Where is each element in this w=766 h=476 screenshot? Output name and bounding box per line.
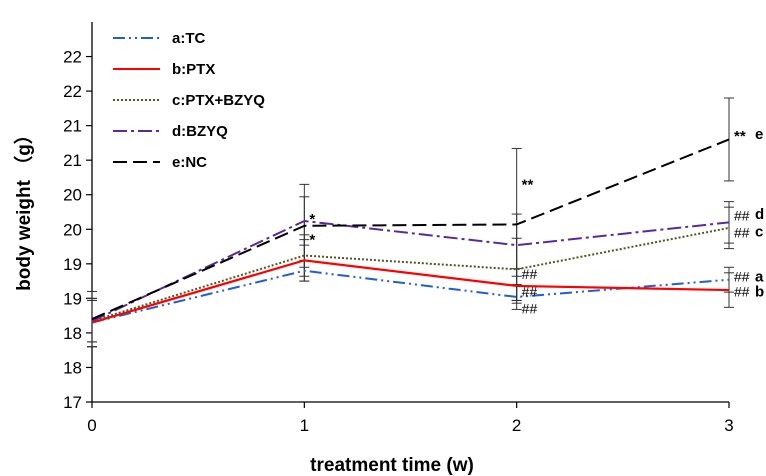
x-tick-label: 2	[512, 416, 521, 435]
y-ticks: 17 18 18 19 19 20 20 21 21 22 22	[63, 48, 92, 412]
y-tick-label: 22	[63, 82, 82, 101]
significance-mark: ##	[734, 207, 750, 223]
significance-mark: **	[522, 176, 534, 193]
series-lines	[91, 138, 730, 324]
y-tick-label: 19	[63, 255, 82, 274]
legend-label-a: a:TC	[172, 30, 206, 47]
y-tick-label: 18	[63, 358, 82, 377]
significance-mark: ##	[522, 266, 538, 282]
end-label-b: b	[755, 283, 764, 300]
y-tick-label: 18	[63, 324, 82, 343]
legend-label-e: e:NC	[172, 154, 207, 171]
y-tick-label: 22	[63, 48, 82, 67]
x-tick-label: 1	[300, 416, 309, 435]
series-line-d	[91, 219, 730, 323]
end-label-a: a	[755, 268, 764, 285]
end-label-d: d	[755, 206, 764, 223]
significance-mark: ##	[734, 225, 750, 241]
series-line-b	[91, 259, 730, 324]
end-labels: e dc ab	[755, 126, 764, 301]
legend-label-d: d:BZYQ	[172, 123, 228, 140]
y-tick-label: 17	[63, 393, 82, 412]
significance-mark: *	[309, 232, 315, 249]
legend-label-b: b:PTX	[172, 61, 215, 78]
significance-mark: *	[309, 211, 315, 228]
y-tick-label: 19	[63, 289, 82, 308]
series-line-a	[91, 269, 730, 324]
axes	[91, 22, 729, 403]
significance-mark: ##	[522, 301, 538, 317]
x-tick-label: 3	[724, 416, 733, 435]
legend-label-c: c:PTX+BZYQ	[172, 92, 265, 109]
legend: a:TC b:PTX c:PTX+BZYQ d:BZYQ e:NC	[113, 30, 265, 171]
annotations: ****######**########	[309, 128, 749, 317]
y-tick-label: 21	[63, 117, 82, 136]
x-ticks: 0 1 2 3	[87, 402, 734, 435]
y-tick-label: 20	[63, 220, 82, 239]
significance-mark: ##	[734, 283, 750, 299]
significance-mark: ##	[522, 283, 538, 299]
y-axis-label: body weight （g）	[12, 125, 35, 291]
y-tick-label: 20	[63, 186, 82, 205]
end-label-c: c	[755, 223, 763, 240]
end-label-e: e	[755, 126, 763, 143]
series-line-c	[91, 226, 730, 323]
y-tick-label: 21	[63, 151, 82, 170]
significance-mark: ##	[734, 268, 750, 284]
significance-mark: **	[734, 128, 746, 145]
x-tick-label: 0	[87, 416, 96, 435]
x-axis-label: treatment time (w)	[310, 455, 474, 476]
